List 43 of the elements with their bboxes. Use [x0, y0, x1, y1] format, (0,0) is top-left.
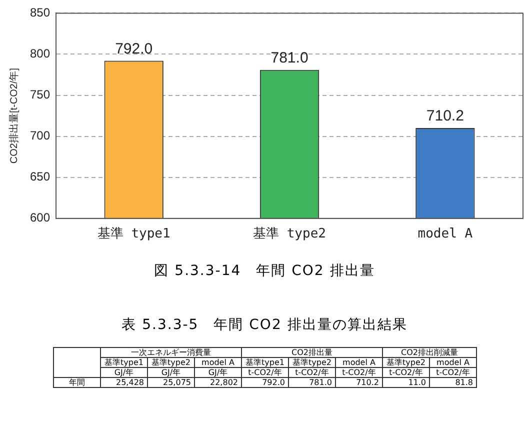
- y-tick-label: 700: [30, 128, 50, 143]
- x-tick-label: 基準 type1: [97, 226, 170, 242]
- y-tick-label: 750: [30, 88, 50, 102]
- text: GJ/年: [100, 368, 148, 378]
- text: t-CO2/年: [430, 368, 476, 378]
- text: 基準type2: [288, 358, 336, 368]
- text: 基準type2: [382, 358, 430, 368]
- text: model A: [430, 358, 476, 368]
- text: CO2排出削減量: [382, 348, 476, 358]
- text: 710.2: [336, 378, 382, 388]
- text: t-CO2/年: [288, 368, 336, 378]
- text: 一次エネルギー消費量: [100, 348, 242, 358]
- text: t-CO2/年: [382, 368, 430, 378]
- text: 基準type1: [100, 358, 148, 368]
- data-label: 710.2: [426, 108, 464, 125]
- text: 781.0: [288, 378, 336, 388]
- text: 11.0: [382, 378, 430, 388]
- text: GJ/年: [148, 368, 194, 378]
- text: t-CO2/年: [336, 368, 382, 378]
- text: model A: [194, 358, 242, 368]
- text: 25,428: [100, 378, 148, 388]
- text: 22,802: [194, 378, 242, 388]
- text: 基準type2: [148, 358, 194, 368]
- text: 25,075: [148, 378, 194, 388]
- y-tick-label: 650: [30, 170, 50, 184]
- text: 81.8: [430, 378, 476, 388]
- y-axis-title: CO2排出量[t-CO2/年]: [8, 68, 20, 164]
- y-tick-label: 850: [30, 6, 50, 20]
- x-tick-label: 基準 type2: [253, 226, 326, 242]
- text: model A: [336, 358, 382, 368]
- text: GJ/年: [194, 368, 242, 378]
- y-tick-label: 600: [30, 210, 50, 225]
- text: 図 5.3.3-14 年間 CO2 排出量: [153, 262, 376, 280]
- y-tick-label: 800: [30, 46, 50, 61]
- data-label: 781.0: [270, 49, 308, 66]
- text: 792.0: [242, 378, 288, 388]
- text: CO2排出量: [242, 348, 382, 358]
- data-label: 792.0: [115, 40, 153, 58]
- text: 年間: [54, 378, 100, 388]
- text: t-CO2/年: [242, 368, 288, 378]
- text: 基準type1: [242, 358, 288, 368]
- x-tick-label: model A: [418, 226, 473, 242]
- text: 表 5.3.3-5 年間 CO2 排出量の算出結果: [120, 316, 408, 334]
